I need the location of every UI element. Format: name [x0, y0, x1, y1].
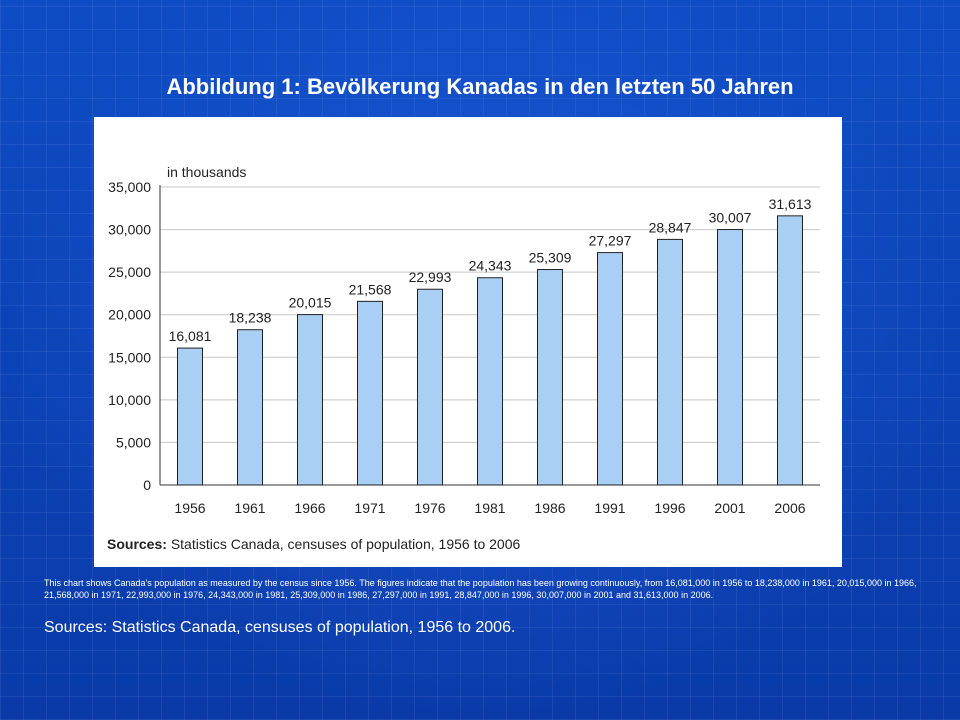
bar — [477, 277, 503, 486]
data-label: 24,343 — [469, 258, 512, 274]
data-label: 25,309 — [529, 250, 572, 266]
slide-title: Abbildung 1: Bevölkerung Kanadas in den … — [166, 74, 794, 99]
bar — [357, 300, 383, 486]
data-label: 27,297 — [589, 233, 632, 249]
y-tick-label: 0 — [143, 477, 151, 493]
bar — [777, 215, 803, 486]
x-tick-label: 1956 — [174, 500, 205, 516]
chart-source-label: Sources: — [107, 536, 171, 552]
bar — [657, 238, 683, 486]
data-label: 30,007 — [709, 210, 752, 226]
y-tick-label: 5,000 — [116, 434, 151, 450]
source-line: Sources: Statistics Canada, censuses of … — [44, 619, 516, 636]
y-tick-label: 35,000 — [108, 179, 151, 195]
chart-source-note: Sources: Statistics Canada, censuses of … — [107, 536, 520, 552]
x-tick-label: 1986 — [534, 500, 565, 516]
chart-source-text: Statistics Canada, censuses of populatio… — [171, 536, 521, 552]
x-tick-label: 1961 — [234, 500, 265, 516]
data-label: 28,847 — [649, 219, 692, 235]
data-label: 18,238 — [229, 310, 272, 326]
x-tick-label: 1996 — [654, 500, 685, 516]
x-tick-label: 2001 — [714, 500, 745, 516]
x-tick-label: 2006 — [774, 500, 805, 516]
bar — [537, 269, 563, 486]
chart-panel: 0 5,000 10,000 15,000 20,000 25,000 30,000 35,0… — [94, 117, 842, 567]
bar — [297, 314, 323, 486]
data-label: 20,015 — [289, 295, 332, 311]
bar — [597, 252, 623, 486]
x-tick-label: 1971 — [354, 500, 385, 516]
y-tick-label: 30,000 — [108, 222, 151, 238]
data-label: 31,613 — [769, 196, 812, 212]
x-tick-label: 1966 — [294, 500, 325, 516]
data-label: 21,568 — [349, 281, 392, 297]
bar-chart: 0 5,000 10,000 15,000 20,000 25,000 30,000 35,0… — [107, 164, 820, 552]
y-tick-label: 15,000 — [108, 349, 151, 365]
y-tick-label: 20,000 — [108, 307, 151, 323]
y-tick-label: 10,000 — [108, 392, 151, 408]
bar — [237, 329, 263, 486]
y-axis-label: in thousands — [167, 164, 246, 180]
bar — [717, 229, 743, 486]
bar — [417, 288, 443, 486]
chart-caption: This chart shows Canada's population as … — [44, 578, 917, 600]
x-tick-label: 1991 — [594, 500, 625, 516]
bar — [177, 347, 203, 486]
data-label: 16,081 — [169, 328, 212, 344]
y-tick-label: 25,000 — [108, 264, 151, 280]
x-tick-label: 1976 — [414, 500, 445, 516]
x-tick-label: 1981 — [474, 500, 505, 516]
data-label: 22,993 — [409, 269, 452, 285]
